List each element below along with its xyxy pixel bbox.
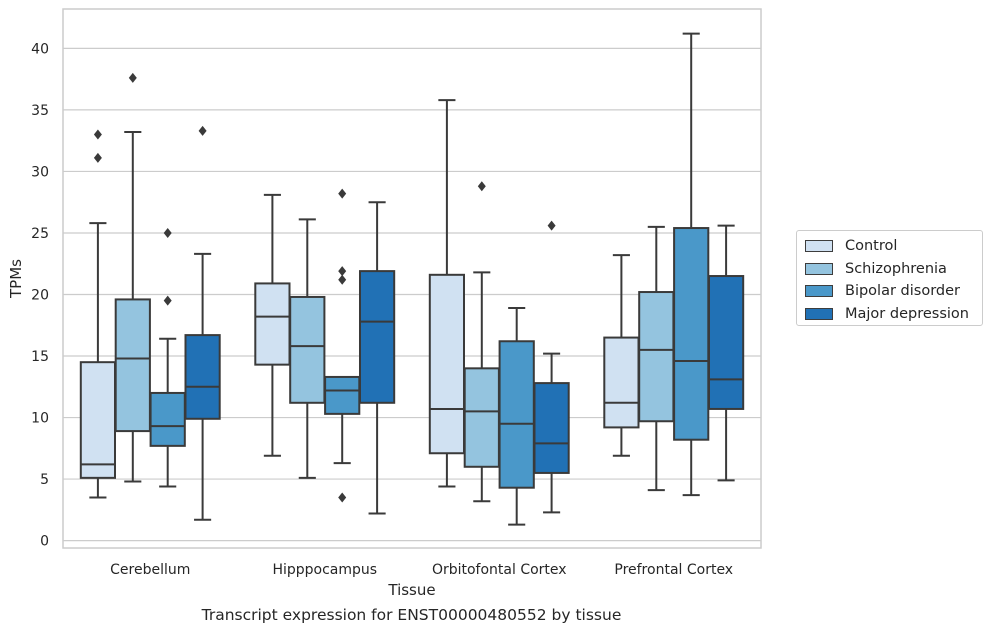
legend-item: Control xyxy=(805,235,982,258)
legend-label: Major depression xyxy=(845,305,969,322)
legend-item: Schizophrenia xyxy=(805,258,982,281)
y-tick-label: 15 xyxy=(31,349,49,365)
outlier-point xyxy=(547,220,556,231)
outlier-point xyxy=(338,188,347,199)
y-tick-label: 10 xyxy=(31,411,49,427)
box-2-3 xyxy=(533,220,570,514)
box-1-1 xyxy=(289,218,326,479)
outlier-point xyxy=(338,266,347,277)
outlier-point xyxy=(338,492,347,503)
box-body xyxy=(324,375,361,415)
box-body xyxy=(498,340,535,489)
outlier-point xyxy=(198,125,207,136)
outlier-point xyxy=(338,274,347,285)
y-tick-label: 35 xyxy=(31,103,49,119)
boxes xyxy=(79,32,745,526)
outlier-point xyxy=(93,129,102,140)
x-tick-label: Orbitofontal Cortex xyxy=(432,562,567,578)
box-body xyxy=(638,291,675,423)
x-axis-label: Tissue xyxy=(387,581,435,599)
y-axis-label: TPMs xyxy=(7,259,25,299)
box-1-3 xyxy=(358,201,396,515)
box-0-0 xyxy=(79,129,117,499)
plot-area xyxy=(62,8,762,549)
x-tick-label: Hipppocampus xyxy=(272,562,377,578)
y-tick-label: 20 xyxy=(31,287,49,303)
box-3-3 xyxy=(707,224,745,482)
legend-item: Major depression xyxy=(805,303,982,326)
legend-label: Schizophrenia xyxy=(845,260,947,277)
legend-swatch xyxy=(805,285,833,298)
box-0-2 xyxy=(149,227,186,488)
x-tick-label: Cerebellum xyxy=(110,562,190,578)
gridlines xyxy=(63,47,761,542)
box-body xyxy=(533,382,570,474)
box-1-0 xyxy=(254,193,291,457)
box-body xyxy=(184,334,221,420)
chart-caption: Transcript expression for ENST0000048055… xyxy=(201,606,622,624)
box-1-2 xyxy=(324,188,361,503)
y-tick-label: 5 xyxy=(40,472,49,488)
y-tick-labels: 0 5 10 15 20 25 30 35 40 xyxy=(31,41,49,549)
legend: Control Schizophrenia Bipolar disorder Majo… xyxy=(796,230,983,326)
outlier-point xyxy=(163,227,172,238)
box-body xyxy=(428,273,466,455)
box-body xyxy=(603,336,640,429)
legend-swatch xyxy=(805,307,833,320)
outlier-point xyxy=(128,72,137,83)
outlier-point xyxy=(93,152,102,163)
box-2-0 xyxy=(428,99,466,488)
x-tick-label: Prefrontal Cortex xyxy=(614,562,733,578)
legend-label: Control xyxy=(845,238,898,255)
box-body xyxy=(463,367,500,468)
outlier-point xyxy=(163,295,172,306)
box-body xyxy=(358,270,396,404)
box-2-1 xyxy=(463,181,500,503)
box-body xyxy=(254,282,291,366)
box-2-2 xyxy=(498,307,535,526)
legend-label: Bipolar disorder xyxy=(845,283,960,300)
box-body xyxy=(673,227,710,441)
legend-item: Bipolar disorder xyxy=(805,280,982,303)
box-body xyxy=(79,361,117,479)
legend-swatch xyxy=(805,262,833,275)
outlier-point xyxy=(477,181,486,192)
y-tick-label: 40 xyxy=(31,41,49,57)
box-body xyxy=(114,298,151,433)
box-body xyxy=(289,295,326,404)
legend-swatch xyxy=(805,240,833,253)
box-body xyxy=(707,275,745,410)
y-tick-label: 30 xyxy=(31,164,49,180)
y-tick-label: 0 xyxy=(40,534,49,550)
box-body xyxy=(149,391,186,447)
box-0-3 xyxy=(184,125,221,521)
y-tick-label: 25 xyxy=(31,226,49,242)
x-tick-labels: Cerebellum Hipppocampus Orbitofontal Corte… xyxy=(110,562,733,578)
box-0-1 xyxy=(114,72,151,483)
